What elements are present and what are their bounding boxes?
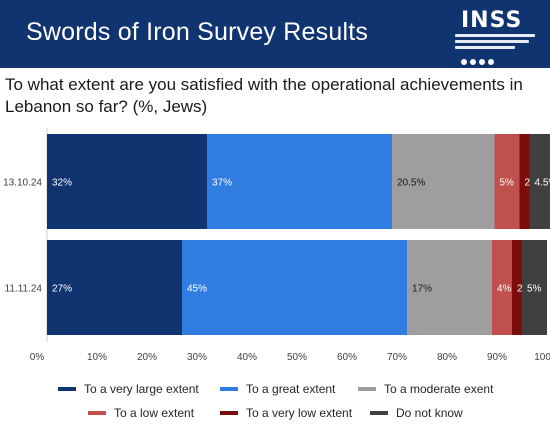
header-banner: Swords of Iron Survey Results INSS (0, 0, 550, 68)
legend-item: To a great extent (220, 382, 335, 396)
legend-item: Do not know (370, 406, 463, 420)
data-label: 5% (500, 178, 515, 189)
data-label: 27% (52, 284, 72, 295)
bar-segment (519, 134, 530, 229)
x-tick-label: 40% (237, 352, 257, 363)
data-label: 20.5% (397, 178, 425, 189)
bar-segment (529, 134, 550, 229)
data-label: 4.5% (535, 178, 550, 189)
legend-label: To a moderate exent (384, 382, 494, 396)
x-tick-label: 100% (534, 352, 550, 363)
x-tick-label: 80% (437, 352, 457, 363)
x-tick-label: 30% (187, 352, 207, 363)
bar-segment (182, 240, 407, 335)
data-label: 45% (187, 284, 207, 295)
logo-hebrew-lines (455, 34, 535, 52)
legend-label: Do not know (396, 406, 463, 420)
bar-segment (494, 134, 520, 229)
bar-segment (392, 134, 495, 229)
legend-swatch (370, 411, 388, 415)
legend-label: To a great extent (246, 382, 336, 396)
social-icons (461, 52, 497, 70)
x-tick-label: 90% (487, 352, 507, 363)
legend-swatch (88, 411, 106, 415)
data-label: 17% (412, 284, 432, 295)
legend-swatch (220, 387, 238, 391)
legend-item: To a very large extent (58, 382, 199, 396)
logo-wordmark: INSS (461, 8, 523, 33)
legend-label: To a very low extent (246, 406, 353, 420)
bar-segment (512, 240, 522, 335)
legend-item: To a very low extent (220, 406, 352, 420)
x-tick-label: 50% (287, 352, 307, 363)
x-tick-label: 20% (137, 352, 157, 363)
bar-segment (207, 134, 392, 229)
legend-swatch (58, 387, 76, 391)
data-label: 4% (497, 284, 512, 295)
legend-swatch (358, 387, 376, 391)
inss-logo: INSS (455, 8, 541, 65)
category-label: 13.10.24 (3, 178, 42, 189)
bar-segment (492, 240, 512, 335)
stacked-bar-chart: 13.10.2432%37%20.5%5%2%4.5%11.11.2427%45… (3, 128, 550, 363)
data-label: 5% (527, 284, 542, 295)
bar-segment (522, 240, 547, 335)
page-title: Swords of Iron Survey Results (26, 18, 369, 46)
legend-item: To a low extent (88, 406, 194, 420)
chart-question: To what extent are you satisfied with th… (5, 75, 523, 116)
bar-segment (47, 134, 207, 229)
x-tick-label: 60% (337, 352, 357, 363)
data-label: 37% (212, 178, 232, 189)
legend-item: To a moderate exent (358, 382, 493, 396)
x-tick-label: 10% (87, 352, 107, 363)
category-label: 11.11.24 (5, 284, 43, 295)
legend-swatch (220, 411, 238, 415)
bar-segment (47, 240, 182, 335)
legend-label: To a very large extent (84, 382, 199, 396)
data-label: 32% (52, 178, 72, 189)
bar-segment (407, 240, 492, 335)
legend-label: To a low extent (114, 406, 195, 420)
x-tick-label: 0% (30, 352, 45, 363)
x-tick-label: 70% (387, 352, 407, 363)
